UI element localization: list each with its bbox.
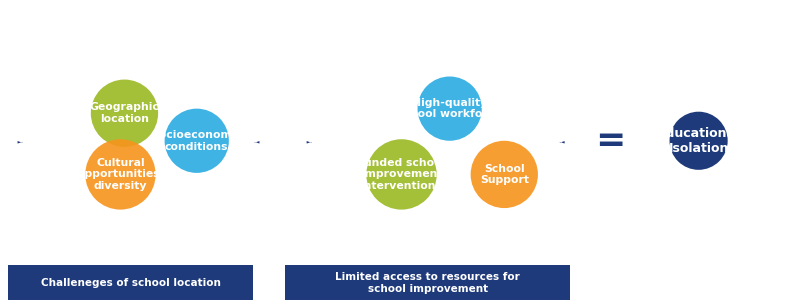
Circle shape [164, 109, 229, 173]
Circle shape [366, 139, 436, 210]
Text: School
Support: School Support [479, 164, 529, 185]
Text: Geographic
location: Geographic location [89, 103, 160, 124]
Text: Cultural
opportunities/
diversity: Cultural opportunities/ diversity [77, 158, 164, 191]
Circle shape [470, 141, 537, 208]
Circle shape [417, 76, 481, 141]
Circle shape [85, 139, 156, 210]
Text: =: = [594, 124, 625, 158]
Text: Challeneges of school location: Challeneges of school location [40, 278, 221, 288]
FancyBboxPatch shape [8, 265, 253, 300]
FancyBboxPatch shape [285, 265, 569, 300]
Circle shape [91, 80, 158, 147]
Text: High-quality
school workforce: High-quality school workforce [397, 98, 501, 119]
Text: Socioeconomic
conditions: Socioeconomic conditions [151, 130, 242, 151]
Circle shape [669, 112, 727, 170]
Text: Educational
Isolation: Educational Isolation [657, 127, 739, 155]
Text: Funded school
improvement
interventions: Funded school improvement interventions [357, 158, 445, 191]
Text: Limited access to resources for
school improvement: Limited access to resources for school i… [334, 272, 520, 294]
